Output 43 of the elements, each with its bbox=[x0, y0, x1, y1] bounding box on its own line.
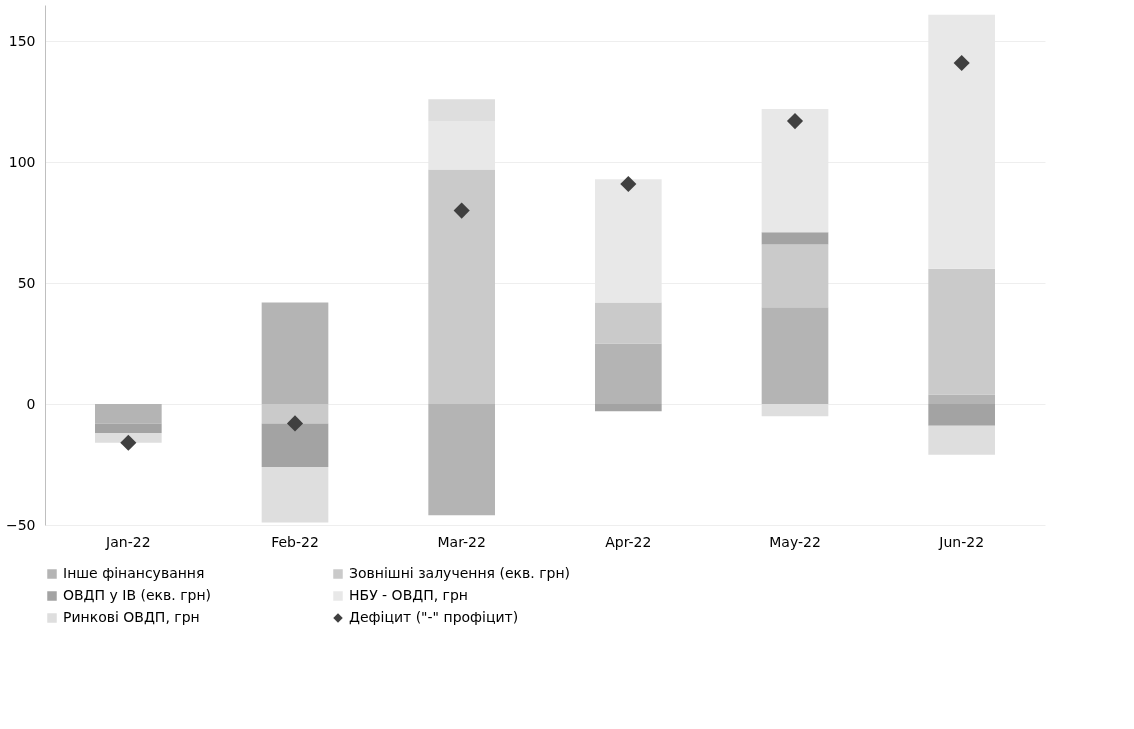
bar bbox=[761, 232, 829, 245]
x-tick-label: Feb-22 bbox=[271, 533, 319, 550]
bar bbox=[95, 423, 162, 434]
bar bbox=[928, 404, 995, 426]
bar bbox=[95, 404, 162, 424]
x-tick-label: Jun-22 bbox=[938, 533, 985, 550]
bar bbox=[95, 433, 162, 443]
bar bbox=[261, 466, 329, 523]
point bbox=[786, 113, 804, 130]
bar bbox=[428, 169, 495, 405]
bar bbox=[261, 423, 329, 467]
point bbox=[953, 54, 970, 72]
point bbox=[120, 434, 137, 451]
legend-label: Зовнішні залучення (екв. грн) bbox=[349, 565, 570, 581]
legend-label: НБУ - ОВДП, грн bbox=[349, 587, 468, 603]
bar bbox=[595, 404, 662, 412]
bar bbox=[261, 404, 329, 424]
bar bbox=[595, 343, 662, 405]
legend-label: Інше фінансування bbox=[63, 565, 205, 581]
bar bbox=[428, 404, 495, 516]
legend-label: Дефіцит ("-" профіцит) bbox=[349, 609, 519, 625]
legend-label: ОВДП у ІВ (екв. грн) bbox=[63, 587, 211, 603]
point bbox=[286, 415, 304, 432]
bar bbox=[928, 394, 995, 405]
y-tick-label: 150 bbox=[8, 32, 36, 49]
bar bbox=[761, 404, 829, 417]
bar bbox=[761, 244, 829, 308]
point bbox=[453, 202, 470, 219]
y-tick-label: 50 bbox=[17, 274, 36, 291]
legend-label: Ринкові ОВДП, грн bbox=[63, 609, 200, 625]
bar bbox=[261, 302, 329, 405]
y-tick-label: −50 bbox=[5, 516, 36, 533]
point bbox=[620, 175, 637, 193]
bar bbox=[928, 268, 995, 395]
x-tick-label: May-22 bbox=[769, 533, 821, 550]
bar bbox=[595, 302, 662, 344]
bar bbox=[761, 307, 829, 405]
x-tick-label: Jan-22 bbox=[105, 533, 151, 550]
y-tick-label: 0 bbox=[26, 395, 36, 412]
y-tick-label: 100 bbox=[8, 153, 36, 170]
x-tick-label: Mar-22 bbox=[437, 533, 486, 550]
bar bbox=[928, 425, 995, 455]
x-tick-label: Apr-22 bbox=[605, 533, 652, 550]
